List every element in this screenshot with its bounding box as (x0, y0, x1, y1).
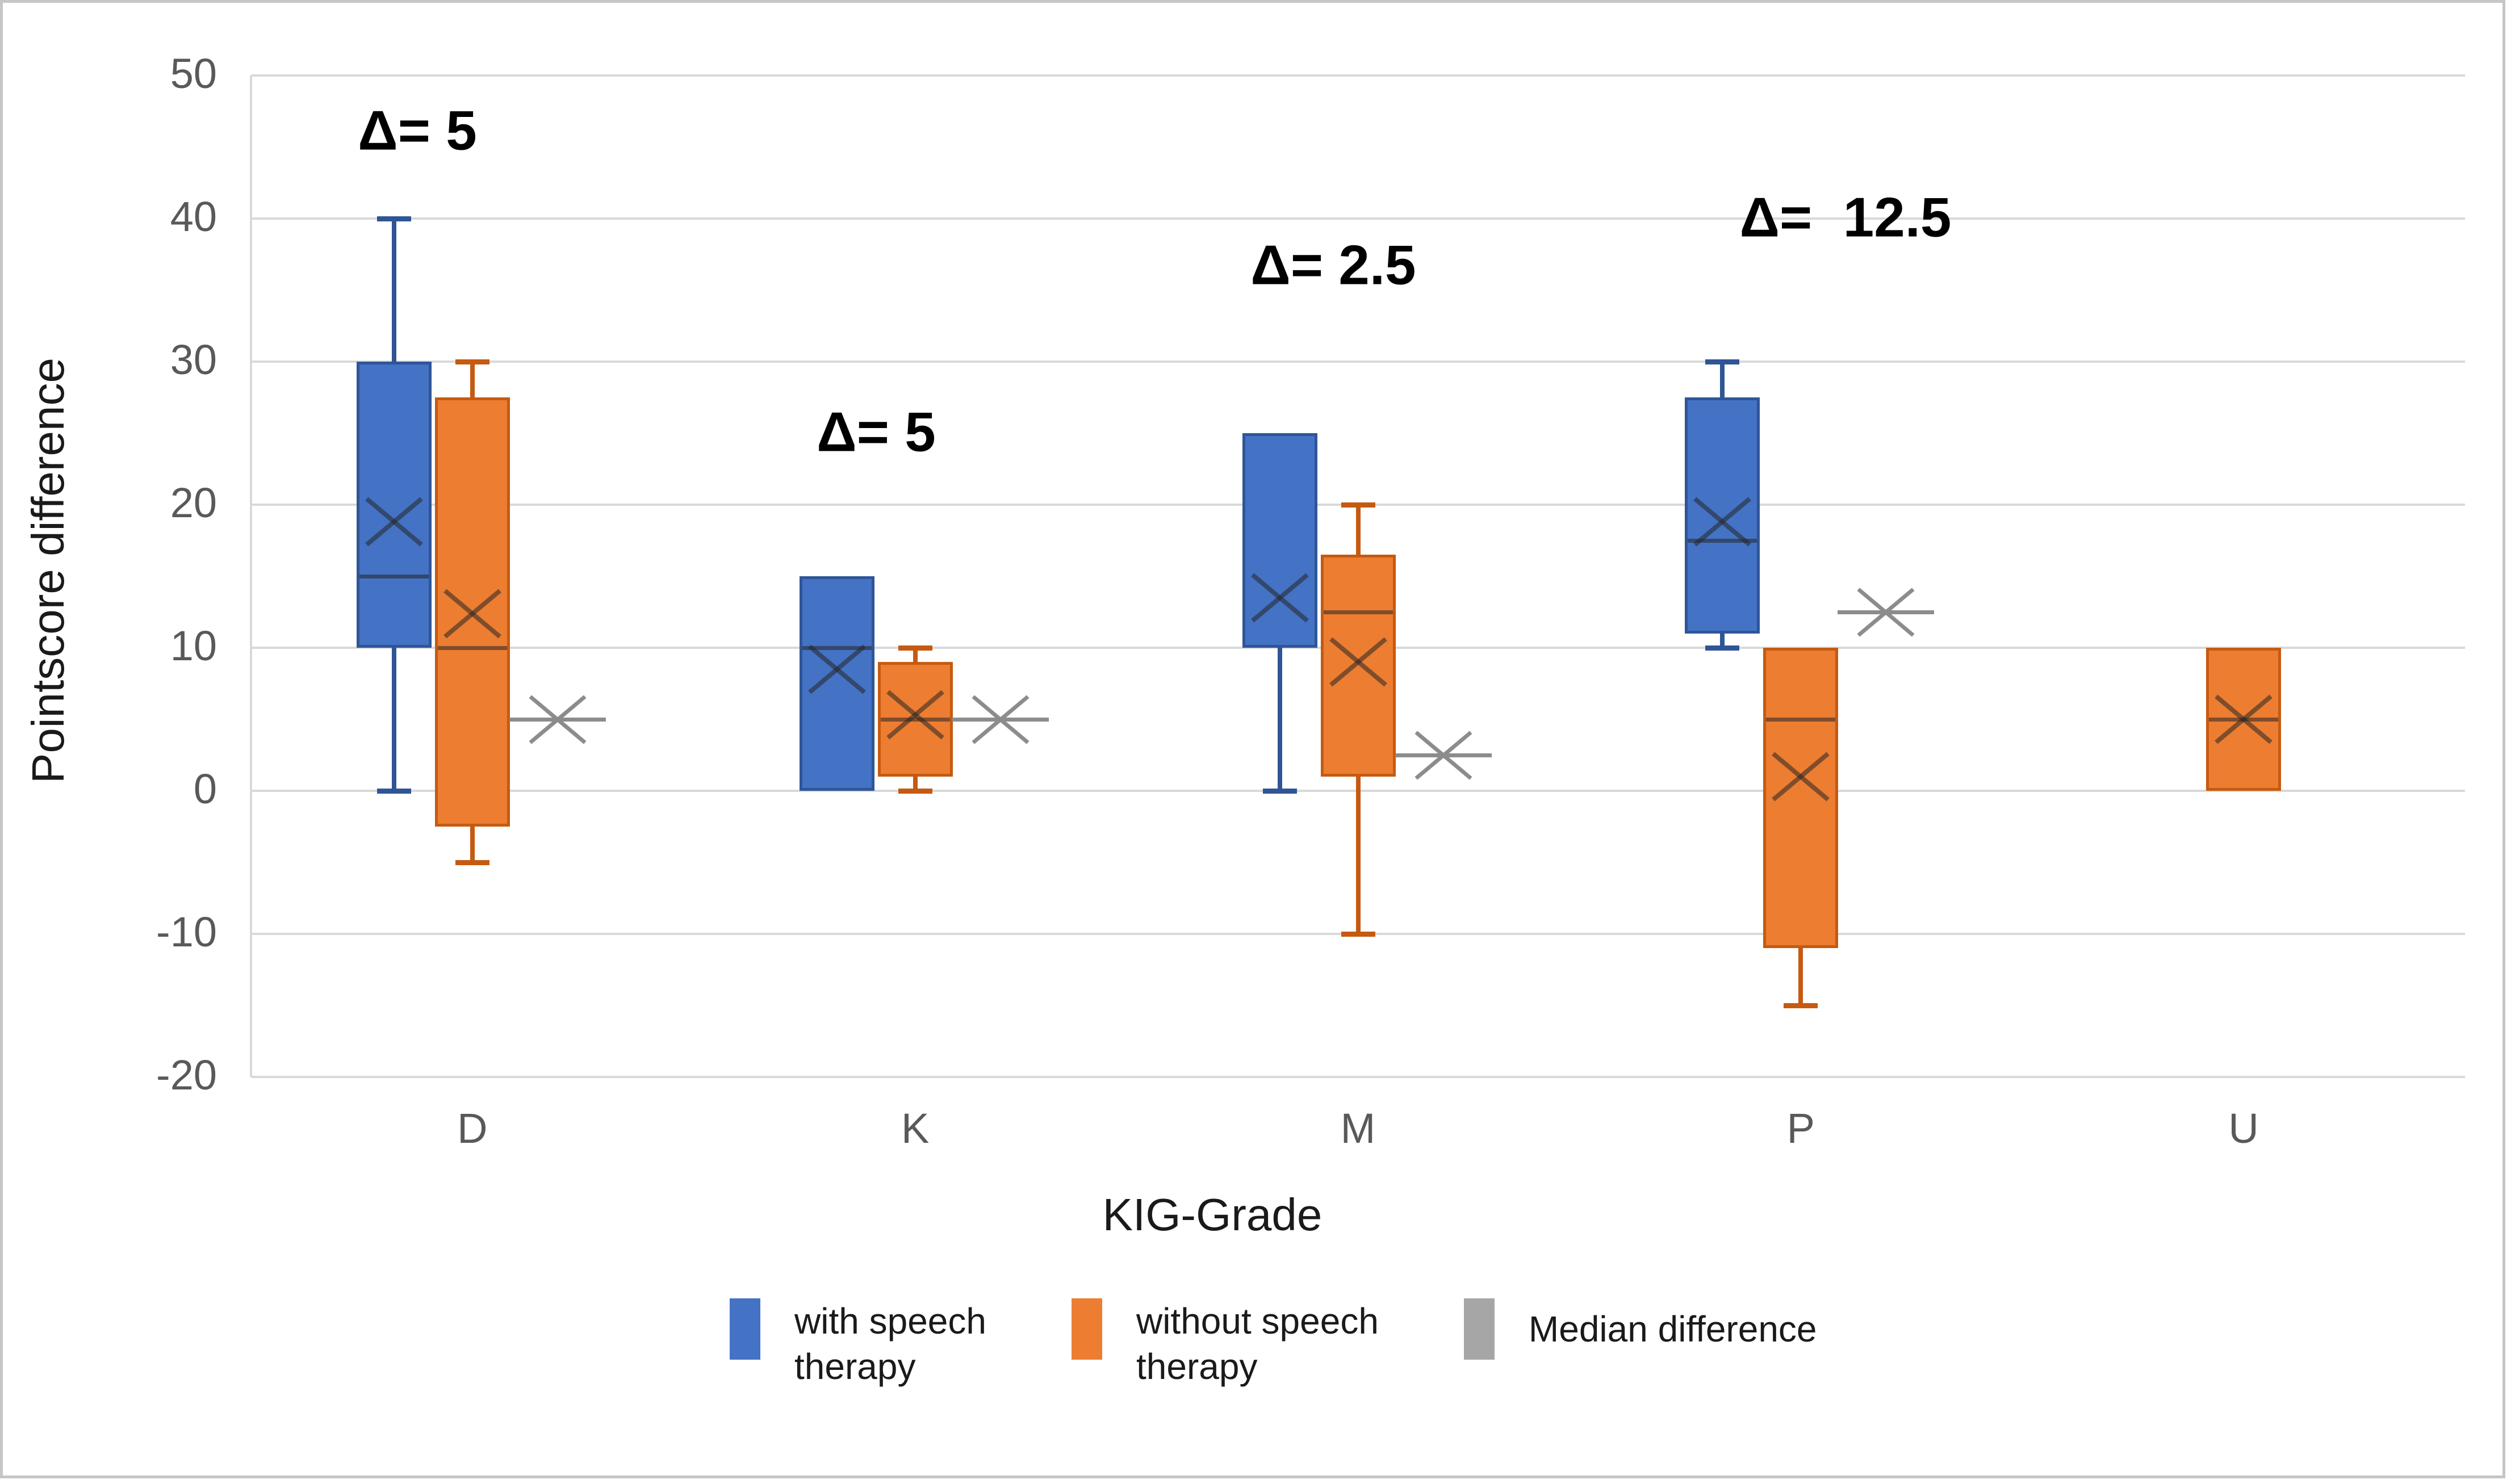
whisker (1277, 648, 1282, 791)
legend-label: Median difference (1528, 1309, 1817, 1349)
legend-label: with speech therapy (794, 1301, 986, 1387)
delta-annotation: Δ= 2.5 (1250, 233, 1416, 296)
x-axis-title: KIG-Grade (1102, 1189, 1323, 1240)
y-tick-label: 10 (170, 622, 217, 669)
gridline (251, 360, 2465, 363)
median-line (359, 575, 429, 578)
whisker-cap (455, 860, 489, 865)
y-tick-label: -10 (156, 908, 217, 955)
whisker (1355, 505, 1361, 555)
y-tick-label: 20 (170, 479, 217, 526)
whisker-cap (1341, 502, 1375, 508)
whisker-cap (1705, 359, 1740, 364)
box (799, 576, 874, 791)
gridline (251, 1076, 2465, 1078)
x-tick-label: P (1786, 1105, 1815, 1152)
median-line (802, 646, 872, 650)
box (1320, 555, 1396, 777)
whisker (913, 776, 918, 791)
whisker (391, 648, 396, 791)
whisker-cap (376, 789, 411, 794)
box (1685, 397, 1760, 634)
gridline (251, 74, 2465, 77)
median-line (1323, 610, 1393, 614)
whisker (470, 827, 475, 862)
whisker (1720, 362, 1725, 397)
box (356, 362, 432, 648)
whisker-cap (1262, 789, 1297, 794)
y-tick-label: 40 (170, 193, 217, 240)
legend-item-without-speech-therapy: without speech therapy (1071, 1298, 1379, 1389)
whisker-cap (898, 789, 932, 794)
whisker-cap (898, 645, 932, 651)
x-tick-label: U (2228, 1105, 2259, 1152)
whisker (1798, 948, 1803, 1005)
y-tick-label: 0 (193, 765, 217, 812)
y-axis-line (250, 76, 252, 1077)
gray-marker-swatch (1463, 1298, 1495, 1360)
delta-annotation: Δ= 5 (817, 400, 936, 463)
legend-item-with-speech-therapy: with speech therapy (730, 1298, 986, 1389)
y-tick-label: 50 (170, 50, 217, 97)
whisker (470, 362, 475, 397)
y-tick-label: -20 (156, 1051, 217, 1099)
box (1242, 433, 1317, 648)
x-tick-label: M (1340, 1105, 1376, 1152)
plot-area: 50 40 30 20 10 0 -10 -20 D K M P U Δ= 5 Δ= 5 Δ= 2.5 Δ= 1… (3, 3, 2508, 1481)
whisker (391, 219, 396, 362)
x-tick-label: K (901, 1105, 930, 1152)
legend: with speech therapy without speech thera… (730, 1298, 1817, 1389)
whisker (1355, 776, 1361, 934)
delta-annotation: Δ= 5 (358, 99, 477, 162)
legend-item-median-difference: Median difference (1463, 1298, 1817, 1360)
gridline (251, 217, 2465, 220)
whisker-cap (1341, 932, 1375, 937)
whisker-cap (1705, 645, 1740, 651)
delta-annotation: Δ= 12.5 (1739, 186, 1952, 249)
whisker-cap (1784, 1003, 1818, 1008)
x-tick-label: D (457, 1105, 488, 1152)
median-line (880, 718, 950, 722)
whisker (1720, 633, 1725, 648)
whisker (913, 648, 918, 663)
orange-box-swatch (1071, 1298, 1102, 1360)
median-line (437, 646, 507, 650)
y-tick-label: 30 (170, 336, 217, 383)
median-line (1766, 718, 1836, 722)
whisker-cap (455, 359, 489, 364)
median-line (1688, 539, 1757, 543)
blue-box-swatch (730, 1298, 760, 1360)
whisker-cap (376, 216, 411, 221)
legend-label: without speech therapy (1136, 1301, 1379, 1387)
